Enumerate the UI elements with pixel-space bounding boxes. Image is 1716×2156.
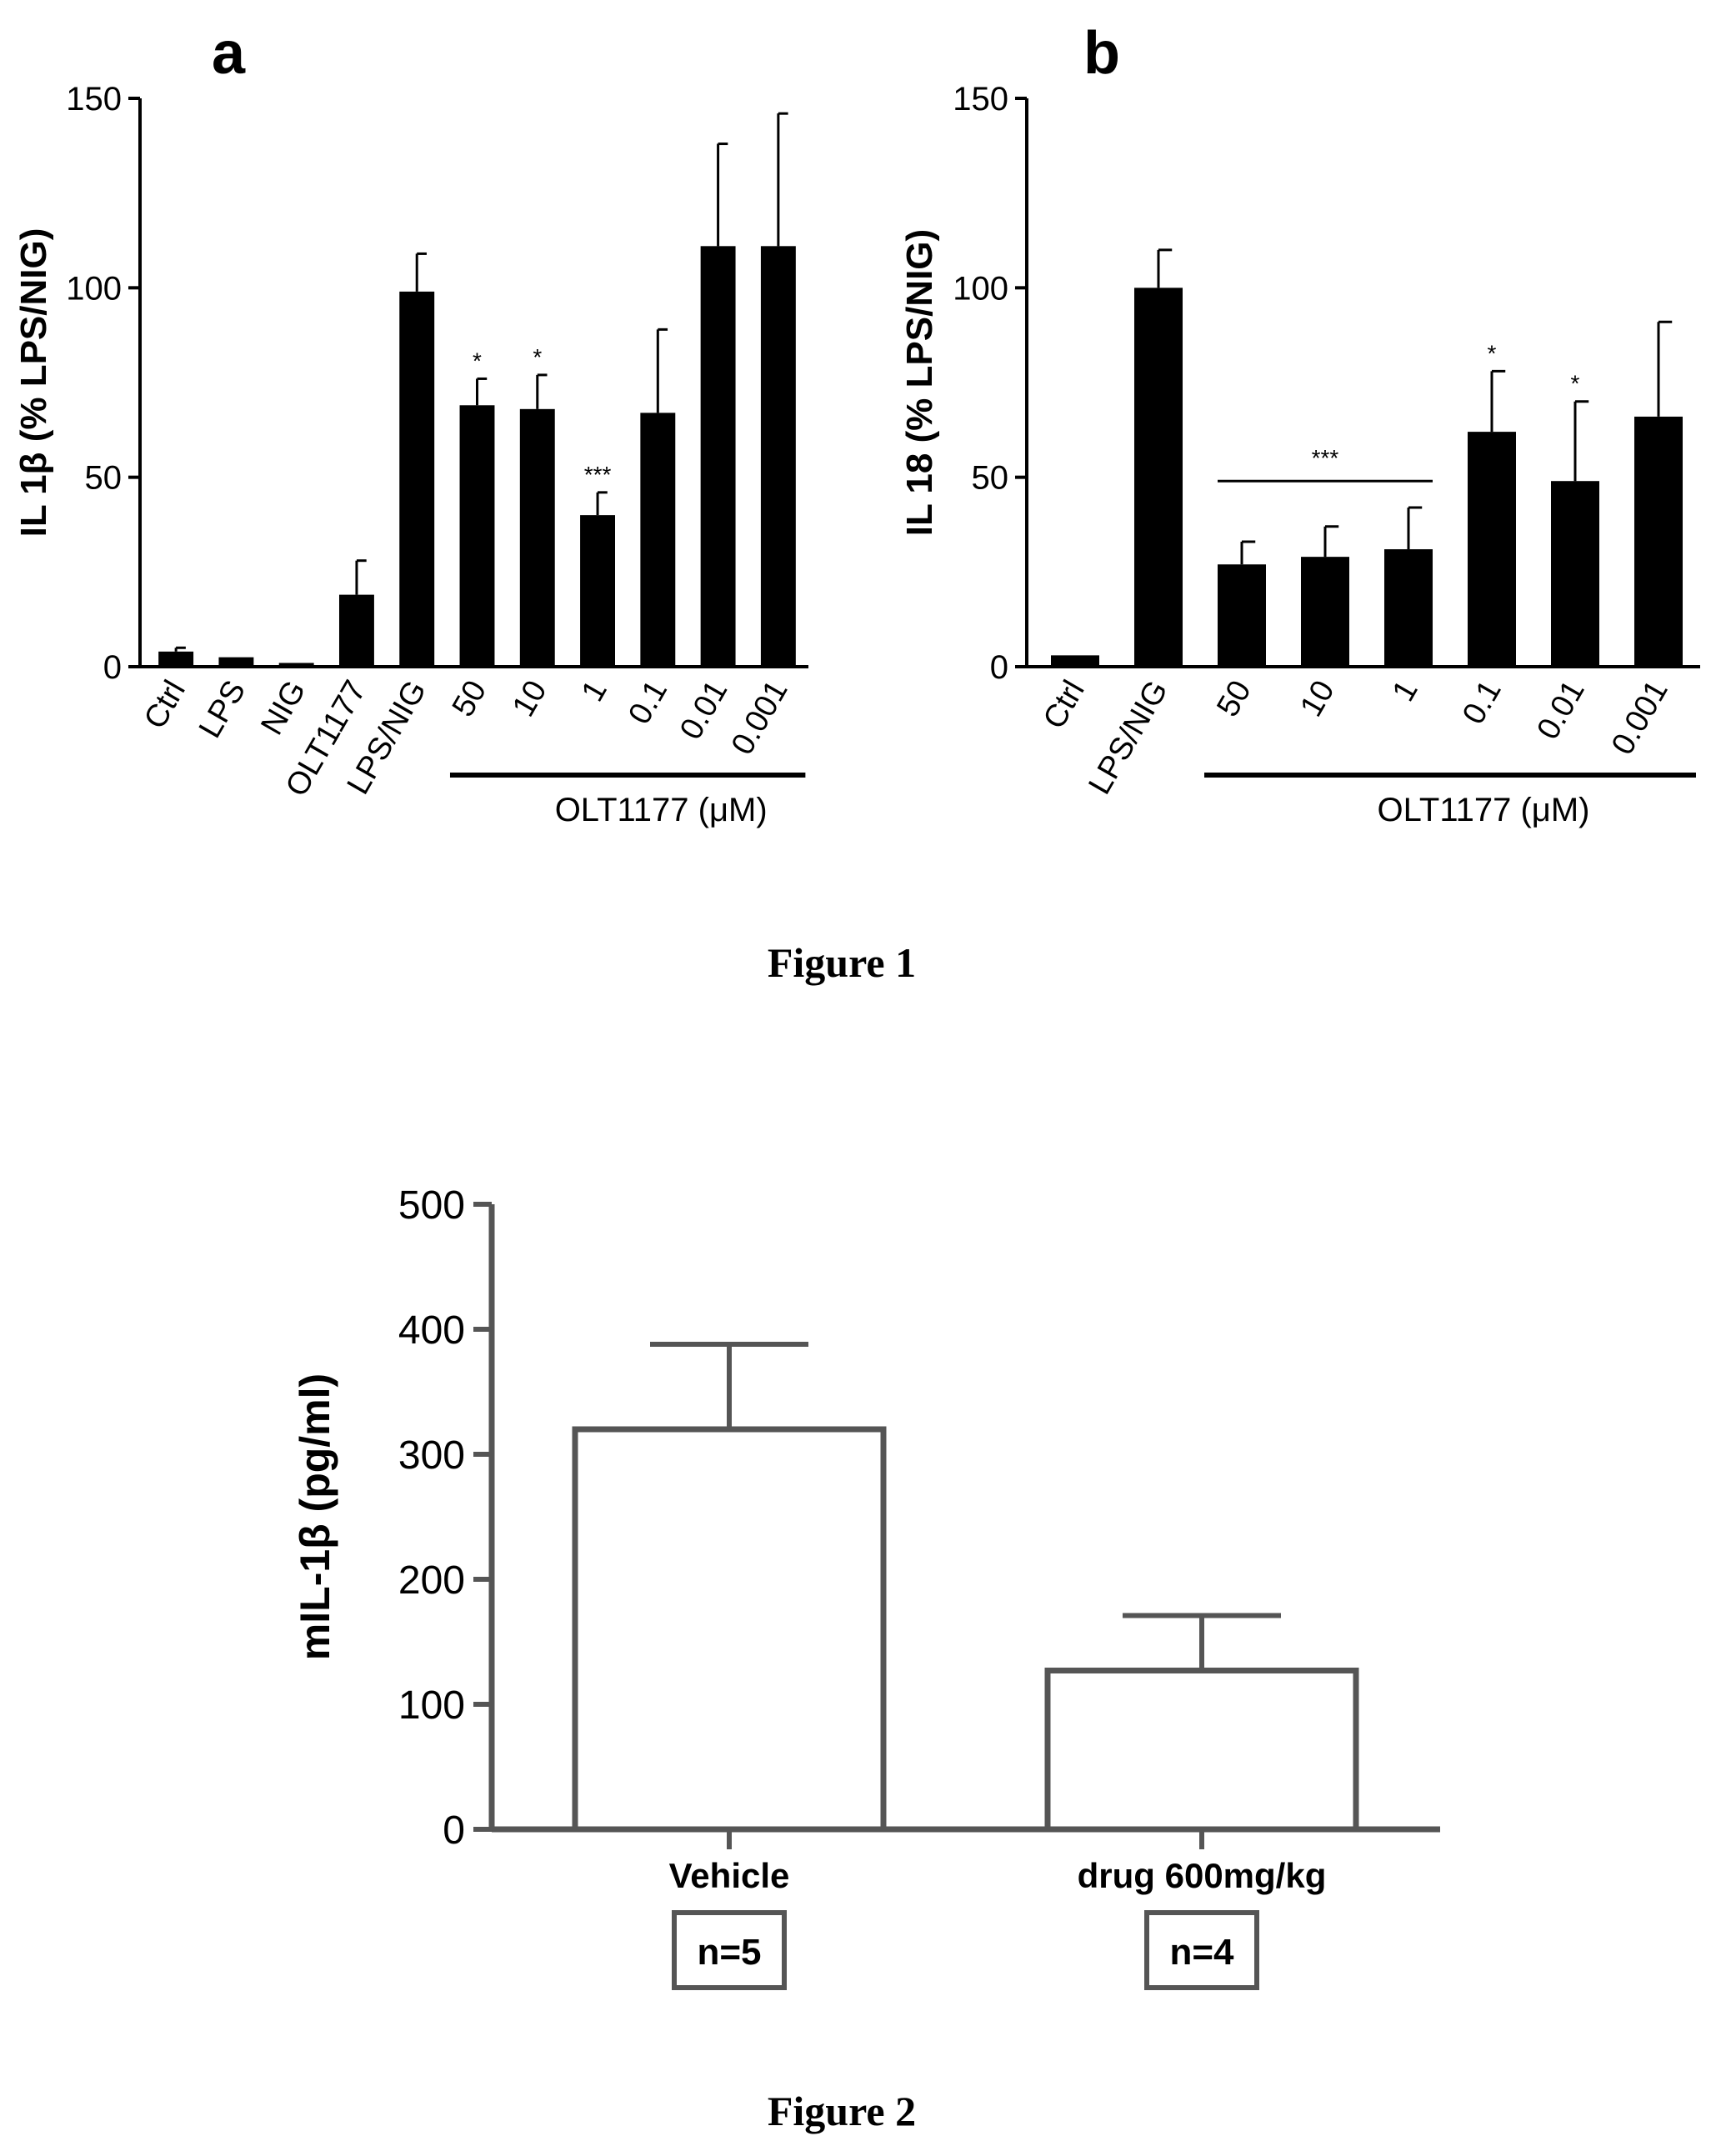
bar <box>1218 564 1266 667</box>
y-tick-label: 0 <box>990 649 1008 686</box>
bar <box>1634 416 1683 667</box>
bar <box>1051 655 1099 667</box>
significance-marker: * <box>533 344 542 370</box>
x-tick-label: 1 <box>1386 675 1425 708</box>
x-tick-label: 10 <box>1293 675 1342 723</box>
bar <box>1044 1668 1359 1833</box>
y-tick-label: 100 <box>66 270 122 307</box>
x-tick-label: 0.01 <box>1530 675 1591 746</box>
x-tick-label: NIG <box>254 675 313 742</box>
y-tick-label: 50 <box>85 460 123 497</box>
x-tick-label: Ctrl <box>138 675 193 735</box>
bar <box>580 515 616 667</box>
y-tick-label: 150 <box>953 81 1008 118</box>
significance-marker: *** <box>584 462 612 488</box>
bar <box>1551 481 1599 667</box>
x-tick-label: 0.1 <box>1456 675 1508 731</box>
significance-marker: * <box>473 348 482 373</box>
x-tick-label: Ctrl <box>1037 675 1092 735</box>
y-axis-label: IL 1β (% LPS/NIG) <box>13 228 54 538</box>
y-tick-label: 50 <box>972 460 1009 497</box>
x-tick-label: 0.01 <box>673 675 734 746</box>
bar <box>158 651 194 667</box>
panel-label: a <box>212 20 246 87</box>
y-tick-label: 400 <box>398 1308 465 1353</box>
panel-label: b <box>1083 20 1120 87</box>
bar <box>1468 432 1516 667</box>
y-tick-label: 0 <box>443 1808 465 1853</box>
bar <box>338 594 374 667</box>
bar <box>278 663 314 667</box>
bar <box>640 413 676 667</box>
y-tick-label: 100 <box>398 1683 465 1728</box>
x-tick-label: 0.1 <box>622 675 674 731</box>
bar <box>572 1426 887 1833</box>
y-tick-label: 0 <box>103 649 122 686</box>
figure-2: 0 100 200 300 400 500 mIL-1β (pg/ml) Vehicle n=5… <box>292 1183 1440 1990</box>
y-tick-label: 200 <box>398 1558 465 1603</box>
x-tick-label: drug 600mg/kg <box>1078 1856 1327 1895</box>
sample-size-box <box>672 1910 787 1990</box>
bracket-label: *** <box>1312 445 1339 471</box>
bar <box>1384 549 1433 667</box>
x-tick-label: LPS/NIG <box>1082 675 1174 801</box>
bar <box>399 291 435 667</box>
group-label: OLT1177 (μM) <box>555 792 768 828</box>
bar <box>700 246 736 667</box>
bar <box>760 246 796 667</box>
sample-size-label: n=4 <box>1169 1932 1234 1973</box>
y-tick-label: 100 <box>953 270 1008 307</box>
figure-2-caption: Figure 2 <box>768 2088 916 2134</box>
bar <box>1134 288 1183 667</box>
x-tick-label: 0.001 <box>1605 675 1675 761</box>
figure-1-caption: Figure 1 <box>768 939 916 986</box>
y-tick-label: 500 <box>398 1183 465 1228</box>
x-tick-label: 1 <box>575 675 614 708</box>
x-tick-label: 10 <box>506 675 554 723</box>
bar <box>218 657 254 667</box>
bar <box>519 408 555 667</box>
x-tick-label: 50 <box>1210 675 1258 723</box>
significance-marker: * <box>1488 340 1497 366</box>
y-tick-label: 300 <box>398 1433 465 1478</box>
sample-size-box <box>1144 1910 1259 1990</box>
group-label: OLT1177 (μM) <box>1378 792 1590 828</box>
y-tick-label: 150 <box>66 81 122 118</box>
x-tick-label: 50 <box>446 675 494 723</box>
x-tick-label: LPS <box>193 675 253 744</box>
x-tick-label: 0.001 <box>725 675 795 761</box>
y-axis-label: IL 18 (% LPS/NIG) <box>899 229 940 536</box>
bar <box>1301 557 1349 667</box>
sample-size-label: n=5 <box>697 1932 761 1973</box>
x-tick-label: Vehicle <box>669 1856 790 1895</box>
y-axis-label: mIL-1β (pg/ml) <box>292 1373 338 1660</box>
significance-marker: * <box>1571 371 1580 397</box>
bar <box>459 405 495 667</box>
